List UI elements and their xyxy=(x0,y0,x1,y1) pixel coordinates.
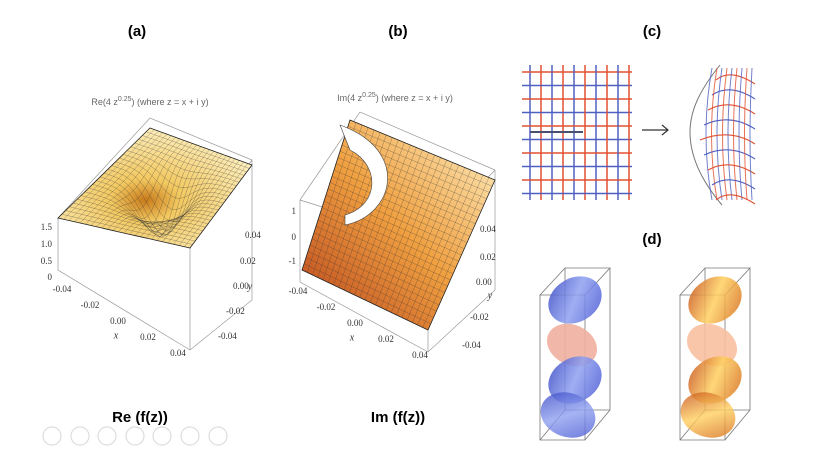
arc xyxy=(703,149,756,160)
y-tick-label: 0.04 xyxy=(480,224,496,234)
plot-title: Re(4 z0.25) (where z = x + i y) xyxy=(91,96,208,107)
y-tick-label: 0.02 xyxy=(240,256,256,266)
x-tick-label: 0.00 xyxy=(347,318,363,328)
outline xyxy=(689,64,723,206)
conformal-grid xyxy=(522,65,632,200)
x-tick-label: 0.02 xyxy=(378,334,394,344)
y-axis-label: y xyxy=(247,281,253,292)
caption: Im (f(z)) xyxy=(371,409,425,426)
x-tick-label: -0.02 xyxy=(317,302,336,312)
y-tick-label: 0.02 xyxy=(480,252,496,262)
z-tick-label: 0.5 xyxy=(41,256,53,266)
prism-blue xyxy=(539,267,611,441)
z-tick-label: 1.5 xyxy=(41,222,53,232)
panel-label: (a) xyxy=(128,23,146,40)
title-part: ) (where z = x + i y) xyxy=(376,93,453,103)
surface-real xyxy=(57,127,253,249)
arc xyxy=(711,67,718,201)
surface-imag xyxy=(301,119,496,331)
y-tick-label: -0.02 xyxy=(226,306,245,316)
y-tick-label: 0.04 xyxy=(245,230,261,240)
x-tick-label: -0.04 xyxy=(53,284,72,294)
panel-label: (d) xyxy=(642,231,661,248)
z-tick-label: 0 xyxy=(48,272,53,282)
arc xyxy=(749,67,753,201)
mesh-lines xyxy=(303,122,493,328)
panel-label: (b) xyxy=(388,23,407,40)
arc xyxy=(705,67,713,201)
arrow xyxy=(642,124,669,136)
y-tick-label: -0.02 xyxy=(470,312,489,322)
arc xyxy=(711,179,756,190)
mesh-lines xyxy=(61,129,250,247)
title-exp: 0.25 xyxy=(362,92,376,99)
x-tick-label: 0.00 xyxy=(110,316,126,326)
y-tick-label: 0.00 xyxy=(476,277,492,287)
arc xyxy=(703,119,756,130)
y-tick-label: -0.04 xyxy=(218,331,237,341)
arc xyxy=(707,104,756,115)
x-axis-label: x xyxy=(113,330,119,341)
y-axis-label: y xyxy=(487,290,493,301)
arc xyxy=(733,67,738,201)
x-tick-label: 0.02 xyxy=(140,332,156,342)
surfaces xyxy=(57,119,496,331)
slide-controls[interactable] xyxy=(42,426,228,446)
x-tick-label: 0.04 xyxy=(412,350,428,360)
prism-orange xyxy=(679,267,751,441)
arc xyxy=(744,67,748,201)
arc xyxy=(715,194,756,205)
y-tick-label: 0.00 xyxy=(233,281,249,291)
title-part: Re(4 z xyxy=(91,97,118,107)
arc xyxy=(727,67,733,201)
x-axis-label: x xyxy=(349,332,355,343)
arc xyxy=(716,67,723,201)
arc xyxy=(738,67,743,201)
title-part: Im(4 z xyxy=(337,93,363,103)
z-tick-label: 1 xyxy=(292,206,297,216)
z-tick-label: -1 xyxy=(289,256,297,266)
z-tick-label: 1.0 xyxy=(41,239,53,249)
mapped-grid xyxy=(689,64,756,206)
z-tick-label: 0 xyxy=(292,232,297,242)
title-exp: 0.25 xyxy=(118,96,132,103)
caption: Re (f(z)) xyxy=(112,409,168,426)
arc xyxy=(699,134,756,145)
x-tick-label: 0.04 xyxy=(170,348,186,358)
x-tick-label: -0.02 xyxy=(81,300,100,310)
branch-cut xyxy=(339,124,388,226)
plot-title: Im(4 z0.25) (where z = x + i y) xyxy=(337,92,453,103)
x-tick-label: -0.04 xyxy=(289,286,308,296)
arc xyxy=(707,164,756,175)
panel-label: (c) xyxy=(643,23,661,40)
y-tick-label: -0.04 xyxy=(462,340,481,350)
title-part: ) (where z = x + i y) xyxy=(132,97,209,107)
